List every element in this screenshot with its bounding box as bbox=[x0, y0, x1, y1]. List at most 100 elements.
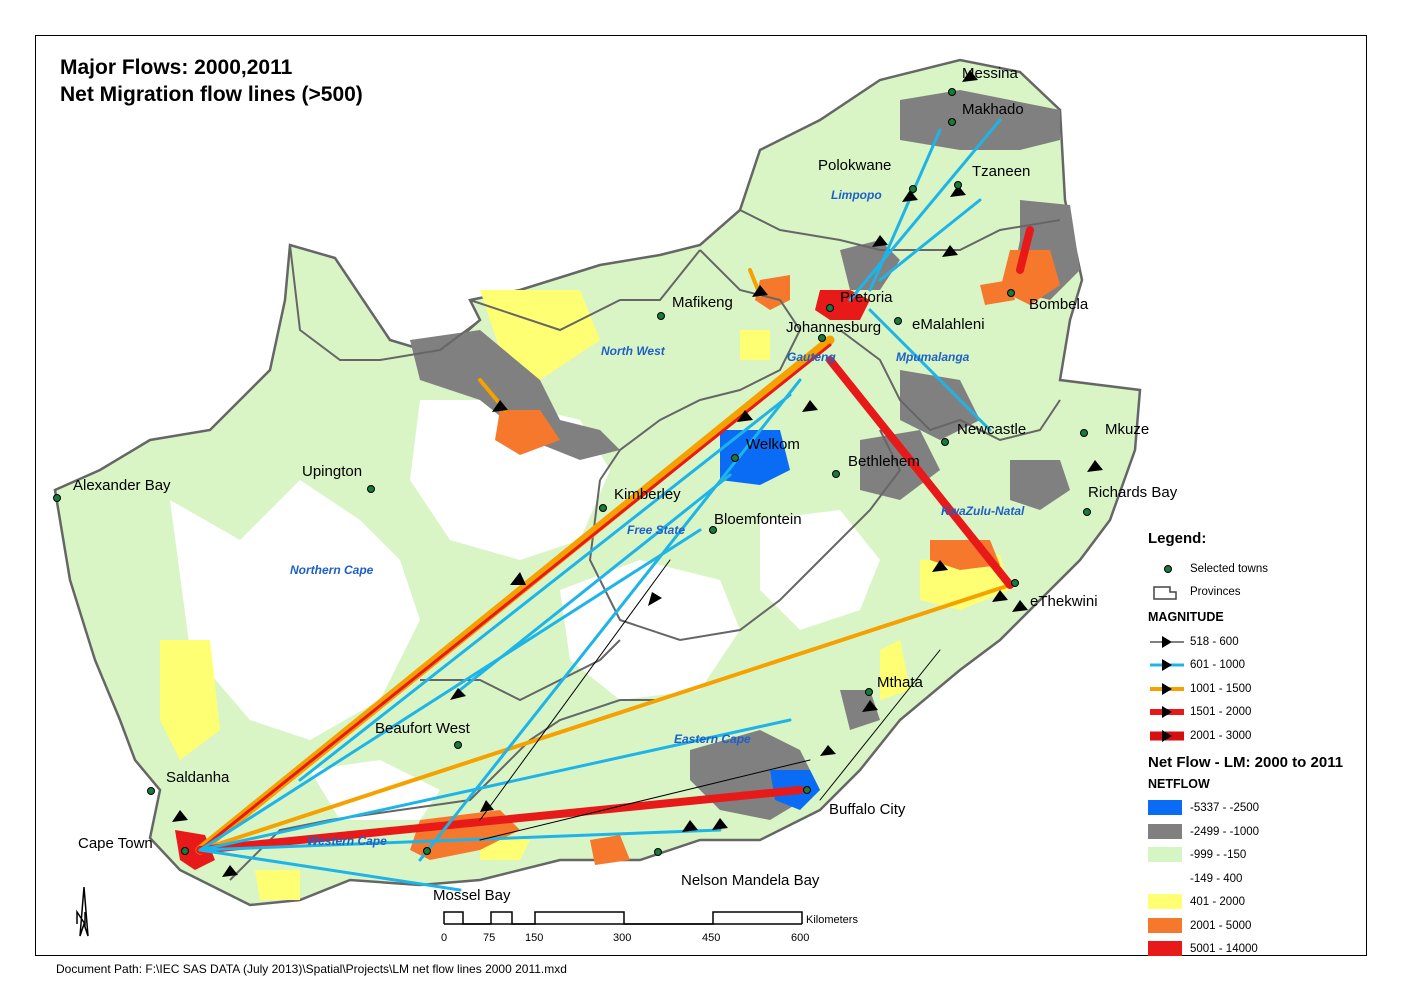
town-label: Mkuze bbox=[1105, 421, 1149, 438]
scale-unit: Kilometers bbox=[806, 914, 858, 926]
document-path: Document Path: F:\IEC SAS DATA (July 201… bbox=[56, 962, 567, 976]
legend-item-magnitude: 2001 - 3000 bbox=[1148, 724, 1363, 748]
color-swatch bbox=[1148, 917, 1182, 933]
province-label: Western Cape bbox=[307, 834, 387, 848]
province-label: KwaZulu-Natal bbox=[941, 504, 1025, 518]
legend-label: 601 - 1000 bbox=[1190, 659, 1245, 672]
flow-line-icon bbox=[1148, 657, 1186, 673]
color-swatch bbox=[1148, 941, 1182, 957]
flow-line-icon bbox=[1148, 634, 1186, 650]
town-label: eMalahleni bbox=[912, 316, 985, 333]
town-label: Newcastle bbox=[957, 421, 1026, 438]
legend-item-towns: Selected towns bbox=[1148, 557, 1363, 581]
flow-line-icon bbox=[1148, 728, 1186, 744]
flow-lines bbox=[195, 118, 1034, 892]
swatch-wrap bbox=[1148, 870, 1186, 887]
north-arrow-icon bbox=[76, 886, 89, 937]
flow-arrows bbox=[172, 70, 1103, 877]
legend-item-magnitude: 1001 - 1500 bbox=[1148, 677, 1363, 701]
town-label: Saldanha bbox=[166, 769, 230, 786]
town-label: Pretoria bbox=[840, 289, 893, 306]
legend-item-netflow: -999 - -150 bbox=[1148, 844, 1363, 868]
swatch-wrap bbox=[1148, 823, 1186, 840]
title-line-1: Major Flows: 2000,2011 bbox=[60, 56, 293, 79]
town-label: Nelson Mandela Bay bbox=[681, 872, 820, 889]
legend-item-magnitude: 601 - 1000 bbox=[1148, 654, 1363, 678]
scale-tick: 300 bbox=[613, 932, 631, 944]
province-label: Eastern Cape bbox=[674, 732, 751, 746]
map-title: Major Flows: 2000,2011 Net Migration flo… bbox=[60, 54, 363, 108]
province-label: Limpopo bbox=[831, 188, 882, 202]
scale-tick: 600 bbox=[791, 932, 809, 944]
town-label: Bloemfontein bbox=[714, 511, 802, 528]
town-dots bbox=[53, 88, 1091, 856]
netflow-title: Net Flow - LM: 2000 to 2011 bbox=[1148, 753, 1344, 771]
scale-tick: 0 bbox=[441, 932, 447, 944]
flow-line-icon bbox=[1148, 704, 1186, 720]
town-dot-icon bbox=[1148, 561, 1186, 577]
town-label: Makhado bbox=[962, 101, 1024, 118]
town-label: eThekwini bbox=[1030, 593, 1098, 610]
legend-label: Provinces bbox=[1190, 586, 1241, 599]
legend-item-netflow: 2001 - 5000 bbox=[1148, 914, 1363, 938]
town-label: Mafikeng bbox=[672, 294, 733, 311]
legend-item-netflow: -5337 - -2500 bbox=[1148, 797, 1363, 821]
color-swatch bbox=[1148, 870, 1182, 886]
legend-label: -999 - -150 bbox=[1190, 849, 1247, 862]
scale-bar: 0 75 150 300 450 600 Kilometers bbox=[441, 911, 858, 944]
town-label: Cape Town bbox=[78, 835, 153, 852]
legend-label: 5001 - 14000 bbox=[1190, 943, 1258, 956]
swatch-wrap bbox=[1148, 847, 1186, 863]
color-swatch bbox=[1148, 800, 1182, 816]
color-swatch bbox=[1148, 823, 1182, 839]
legend-label: 1001 - 1500 bbox=[1190, 682, 1252, 695]
swatch-wrap bbox=[1148, 941, 1186, 957]
legend-label: 1501 - 2000 bbox=[1190, 706, 1252, 719]
swatch-wrap bbox=[1148, 894, 1186, 910]
legend-label: 2001 - 5000 bbox=[1190, 919, 1252, 932]
town-label: Johannesburg bbox=[786, 319, 881, 336]
town-label: Richards Bay bbox=[1088, 484, 1178, 501]
legend-item-provinces: Provinces bbox=[1148, 581, 1363, 605]
scale-tick: 150 bbox=[525, 932, 543, 944]
town-label: Buffalo City bbox=[829, 801, 906, 818]
legend-item-netflow: 5001 - 14000 bbox=[1148, 938, 1363, 962]
province-outline-icon bbox=[1148, 584, 1186, 600]
town-label: Polokwane bbox=[818, 157, 891, 174]
town-label: Mossel Bay bbox=[433, 887, 511, 904]
province-label: Free State bbox=[627, 523, 685, 537]
legend-label: -2499 - -1000 bbox=[1190, 825, 1260, 838]
province-label: Northern Cape bbox=[290, 563, 374, 577]
town-label: Tzaneen bbox=[972, 163, 1030, 180]
legend-item-netflow: -2499 - -1000 bbox=[1148, 820, 1363, 844]
province-boundaries bbox=[229, 209, 1061, 881]
scale-tick: 75 bbox=[483, 932, 495, 944]
town-label: Welkom bbox=[746, 436, 800, 453]
legend-item-netflow: 401 - 2000 bbox=[1148, 891, 1363, 915]
scale-tick: 450 bbox=[702, 932, 720, 944]
province-label: Mpumalanga bbox=[896, 350, 970, 364]
town-label: Alexander Bay bbox=[73, 477, 171, 494]
legend-title: Legend: bbox=[1148, 530, 1207, 547]
town-label: Beaufort West bbox=[375, 720, 471, 737]
netflow-sub: NETFLOW bbox=[1148, 776, 1210, 791]
legend: Legend: Selected towns Provinces MAGNITU… bbox=[1148, 530, 1363, 961]
magnitude-title: MAGNITUDE bbox=[1148, 610, 1224, 624]
color-swatch bbox=[1148, 894, 1182, 910]
legend-label: Selected towns bbox=[1190, 562, 1268, 575]
town-labels: Messina Makhado Polokwane Tzaneen Pretor… bbox=[73, 65, 1178, 904]
legend-item-magnitude: 1501 - 2000 bbox=[1148, 701, 1363, 725]
swatch-wrap bbox=[1148, 917, 1186, 934]
town-label: Mthata bbox=[877, 674, 924, 691]
swatch-wrap bbox=[1148, 800, 1186, 816]
town-label: Bethlehem bbox=[848, 453, 920, 470]
town-label: Bombela bbox=[1029, 296, 1089, 313]
color-swatch bbox=[1148, 847, 1182, 863]
province-label: North West bbox=[601, 344, 666, 358]
town-label: Upington bbox=[302, 463, 362, 480]
town-label: Kimberley bbox=[614, 486, 681, 503]
legend-label: 2001 - 3000 bbox=[1190, 729, 1252, 742]
legend-label: 401 - 2000 bbox=[1190, 896, 1245, 909]
legend-item-netflow: -149 - 400 bbox=[1148, 867, 1363, 891]
